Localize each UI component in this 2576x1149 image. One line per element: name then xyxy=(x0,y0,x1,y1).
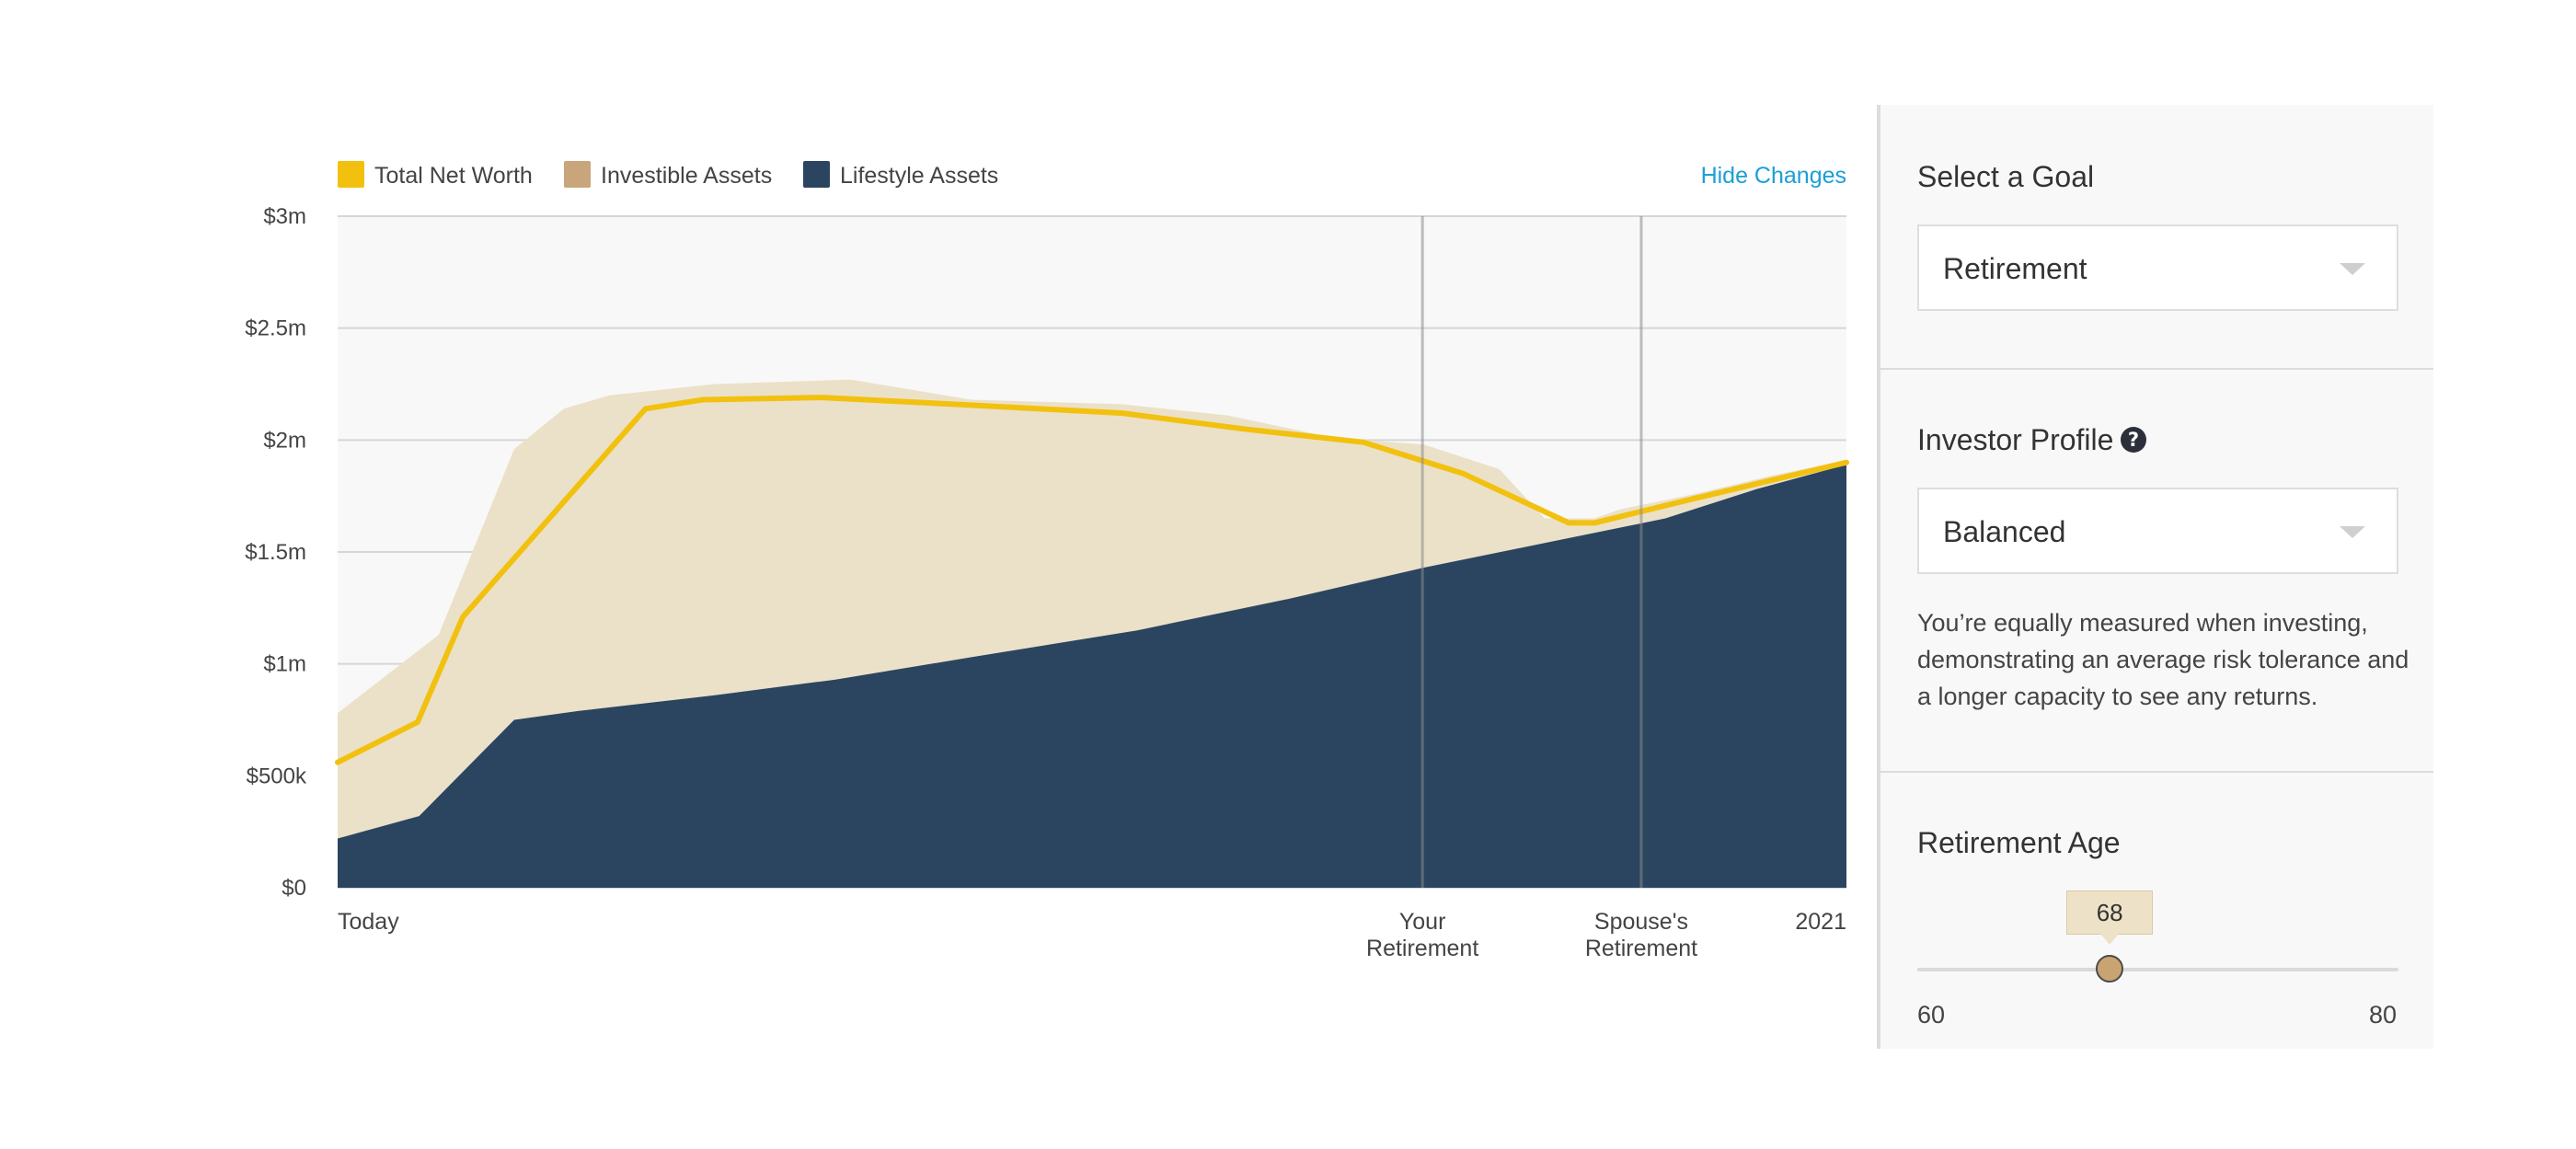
legend-label: Total Net Worth xyxy=(374,163,533,189)
investor-profile-title: Investor Profile xyxy=(1917,423,2114,456)
retirement-age-slider-thumb[interactable] xyxy=(2096,955,2124,982)
goal-select-value: Retirement xyxy=(1943,252,2087,285)
legend-item-lifestyle-assets: Lifestyle Assets xyxy=(803,161,998,189)
section-divider xyxy=(1880,368,2433,370)
x-axis: Today Your Retirement Spouse's Retirement 202… xyxy=(338,909,1846,961)
x-tick-label: Today xyxy=(338,909,399,935)
x-tick-label: Spouse's Retirement xyxy=(1585,909,1697,961)
investor-profile-select[interactable]: Balanced xyxy=(1917,488,2398,574)
goal-settings-panel: Select a Goal Retirement Investor Profil… xyxy=(1877,105,2433,1049)
y-tick-label: $500k xyxy=(247,764,307,788)
select-goal-title: Select a Goal xyxy=(1917,160,2095,193)
investor-profile-description: You’re equally measured when investing, … xyxy=(1917,609,2409,710)
y-tick-label: $2.5m xyxy=(245,316,306,341)
retirement-age-value-tooltip: 68 xyxy=(2066,890,2154,945)
chevron-down-icon xyxy=(2340,263,2365,275)
legend-swatch xyxy=(338,161,364,188)
y-tick-label: $1.5m xyxy=(245,540,306,565)
y-axis: $0 $500k $1m $1.5m $2m $2.5m $3m xyxy=(245,204,307,901)
retirement-age-min-label: 60 xyxy=(1917,1001,1946,1028)
legend-label: Investible Assets xyxy=(601,163,772,189)
y-tick-label: $1m xyxy=(263,652,306,677)
legend-item-total-net-worth: Total Net Worth xyxy=(338,161,533,189)
legend-label: Lifestyle Assets xyxy=(840,163,998,189)
y-tick-label: $3m xyxy=(263,204,306,229)
y-tick-label: $2m xyxy=(263,428,306,453)
legend-swatch xyxy=(803,161,830,188)
x-tick-label: 2021 xyxy=(1795,909,1846,935)
legend: Total Net Worth Investible Assets Lifestyl… xyxy=(338,161,998,189)
investor-profile-value: Balanced xyxy=(1943,515,2066,548)
y-tick-label: $0 xyxy=(282,876,306,901)
goal-select[interactable]: Retirement xyxy=(1917,224,2398,311)
help-icon[interactable]: ? xyxy=(2121,427,2146,453)
chevron-down-icon xyxy=(2340,526,2365,538)
x-tick-label: Your Retirement xyxy=(1366,909,1478,961)
retirement-age-slider-track[interactable] xyxy=(1917,968,2398,971)
retirement-age-title: Retirement Age xyxy=(1917,826,2121,859)
total-net-worth-line xyxy=(335,395,1849,765)
lifestyle-assets-area xyxy=(338,465,1846,888)
legend-item-investible-assets: Investible Assets xyxy=(564,161,772,189)
section-divider xyxy=(1880,771,2433,773)
legend-swatch xyxy=(564,161,591,188)
retirement-age-max-label: 80 xyxy=(2368,1001,2397,1028)
hide-changes-link[interactable]: Hide Changes xyxy=(1701,163,1846,189)
series-layer xyxy=(335,379,1849,889)
retirement-markers xyxy=(1420,216,1643,888)
